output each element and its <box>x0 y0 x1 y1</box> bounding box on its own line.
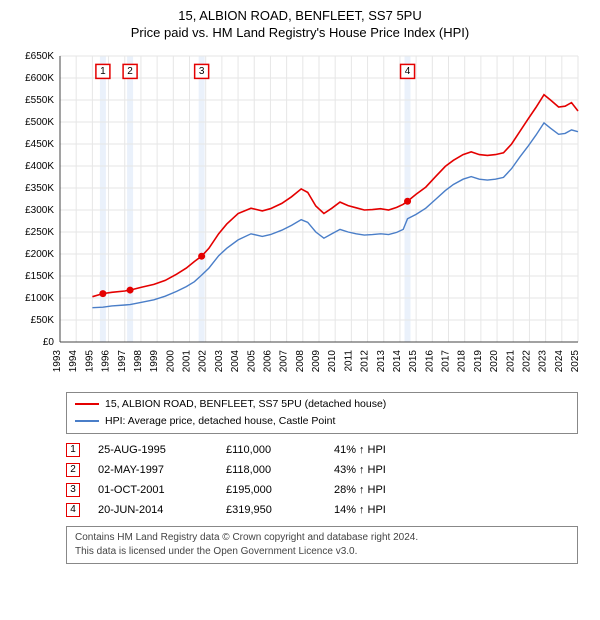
footer-line-2: This data is licensed under the Open Gov… <box>75 545 569 559</box>
sale-pct: 28%↑HPI <box>334 484 386 496</box>
svg-text:2010: 2010 <box>327 350 338 373</box>
svg-text:2009: 2009 <box>311 350 322 373</box>
sale-pct-suffix: HPI <box>368 464 386 476</box>
sale-price: £118,000 <box>226 464 316 476</box>
sale-marker-box: 1 <box>66 443 80 457</box>
svg-text:2013: 2013 <box>376 350 387 373</box>
svg-text:£200K: £200K <box>25 249 54 260</box>
svg-text:1993: 1993 <box>52 350 63 373</box>
svg-text:2017: 2017 <box>441 350 452 373</box>
svg-text:1: 1 <box>100 66 106 77</box>
footer-attribution: Contains HM Land Registry data © Crown c… <box>66 526 578 564</box>
svg-text:2005: 2005 <box>246 350 257 373</box>
svg-text:2004: 2004 <box>230 350 241 373</box>
svg-text:3: 3 <box>199 66 205 77</box>
svg-text:2001: 2001 <box>182 350 193 373</box>
sale-marker-box: 4 <box>66 503 80 517</box>
svg-text:2: 2 <box>127 66 133 77</box>
sale-marker-box: 2 <box>66 463 80 477</box>
svg-text:2015: 2015 <box>408 350 419 373</box>
chart-subtitle: Price paid vs. HM Land Registry's House … <box>12 25 588 40</box>
svg-text:£0: £0 <box>43 337 55 348</box>
price-chart: £0 £50K £100K £150K £200K £250K £300K £350K £400… <box>12 46 588 386</box>
svg-text:2024: 2024 <box>554 350 565 373</box>
svg-text:4: 4 <box>405 66 411 77</box>
svg-text:2002: 2002 <box>198 350 209 373</box>
sale-pct-value: 28% <box>334 484 356 496</box>
svg-text:1998: 1998 <box>133 350 144 373</box>
sale-pct: 14%↑HPI <box>334 504 386 516</box>
svg-text:£50K: £50K <box>31 315 55 326</box>
svg-text:2018: 2018 <box>457 350 468 373</box>
svg-text:2020: 2020 <box>489 350 500 373</box>
svg-text:£400K: £400K <box>25 161 54 172</box>
sale-date: 01-OCT-2001 <box>98 484 208 496</box>
svg-text:£250K: £250K <box>25 227 54 238</box>
footer-line-1: Contains HM Land Registry data © Crown c… <box>75 531 569 545</box>
svg-text:£150K: £150K <box>25 271 54 282</box>
svg-text:£500K: £500K <box>25 117 54 128</box>
sale-pct-suffix: HPI <box>368 504 386 516</box>
sale-date: 20-JUN-2014 <box>98 504 208 516</box>
svg-text:2025: 2025 <box>570 350 581 373</box>
sales-table: 125-AUG-1995£110,00041%↑HPI202-MAY-1997£… <box>66 440 578 520</box>
svg-text:2007: 2007 <box>279 350 290 373</box>
up-arrow-icon: ↑ <box>359 484 365 496</box>
sale-pct-value: 41% <box>334 444 356 456</box>
svg-text:2023: 2023 <box>538 350 549 373</box>
svg-text:£300K: £300K <box>25 205 54 216</box>
svg-text:1999: 1999 <box>149 350 160 373</box>
svg-text:2022: 2022 <box>521 350 532 373</box>
svg-text:2021: 2021 <box>505 350 516 373</box>
sale-marker-box: 3 <box>66 483 80 497</box>
svg-text:£650K: £650K <box>25 51 54 62</box>
chart-area: £0 £50K £100K £150K £200K £250K £300K £350K £400… <box>12 46 588 386</box>
sale-pct-value: 14% <box>334 504 356 516</box>
sale-price: £319,950 <box>226 504 316 516</box>
up-arrow-icon: ↑ <box>359 504 365 516</box>
svg-text:£600K: £600K <box>25 73 54 84</box>
sale-pct: 43%↑HPI <box>334 464 386 476</box>
svg-text:£350K: £350K <box>25 183 54 194</box>
chart-title: 15, ALBION ROAD, BENFLEET, SS7 5PU <box>12 8 588 23</box>
sale-row: 4 20-JUN-2014 £319,950 14%↑HPI <box>66 500 578 520</box>
svg-text:2019: 2019 <box>473 350 484 373</box>
up-arrow-icon: ↑ <box>359 444 365 456</box>
svg-text:2012: 2012 <box>360 350 371 373</box>
legend-label: 15, ALBION ROAD, BENFLEET, SS7 5PU (deta… <box>105 396 386 413</box>
sale-date: 25-AUG-1995 <box>98 444 208 456</box>
sale-row: 3 01-OCT-2001 £195,000 28%↑HPI <box>66 480 578 500</box>
sale-row: 2 02-MAY-1997 £118,000 43%↑HPI <box>66 460 578 480</box>
svg-text:1994: 1994 <box>68 350 79 373</box>
svg-text:2008: 2008 <box>295 350 306 373</box>
legend-item: 15, ALBION ROAD, BENFLEET, SS7 5PU (deta… <box>75 396 569 413</box>
svg-text:2011: 2011 <box>343 350 354 372</box>
sale-pct: 41%↑HPI <box>334 444 386 456</box>
svg-text:2003: 2003 <box>214 350 225 373</box>
legend-label: HPI: Average price, detached house, Cast… <box>105 413 335 430</box>
sale-price: £110,000 <box>226 444 316 456</box>
svg-text:1995: 1995 <box>84 350 95 373</box>
legend-item: HPI: Average price, detached house, Cast… <box>75 413 569 430</box>
svg-text:2000: 2000 <box>165 350 176 373</box>
svg-text:2016: 2016 <box>424 350 435 373</box>
svg-text:2006: 2006 <box>262 350 273 373</box>
sale-row: 1 25-AUG-1995 £110,000 41%↑HPI <box>66 440 578 460</box>
svg-text:£550K: £550K <box>25 95 54 106</box>
sale-price: £195,000 <box>226 484 316 496</box>
sale-pct-suffix: HPI <box>368 484 386 496</box>
up-arrow-icon: ↑ <box>359 464 365 476</box>
sale-pct-suffix: HPI <box>368 444 386 456</box>
svg-text:1997: 1997 <box>117 350 128 373</box>
svg-text:£100K: £100K <box>25 293 54 304</box>
chart-header: 15, ALBION ROAD, BENFLEET, SS7 5PU Price… <box>12 8 588 40</box>
legend-swatch <box>75 420 99 422</box>
legend-swatch <box>75 403 99 405</box>
svg-text:£450K: £450K <box>25 139 54 150</box>
svg-text:1996: 1996 <box>101 350 112 373</box>
svg-text:2014: 2014 <box>392 350 403 373</box>
sale-date: 02-MAY-1997 <box>98 464 208 476</box>
chart-legend: 15, ALBION ROAD, BENFLEET, SS7 5PU (deta… <box>66 392 578 434</box>
sale-pct-value: 43% <box>334 464 356 476</box>
